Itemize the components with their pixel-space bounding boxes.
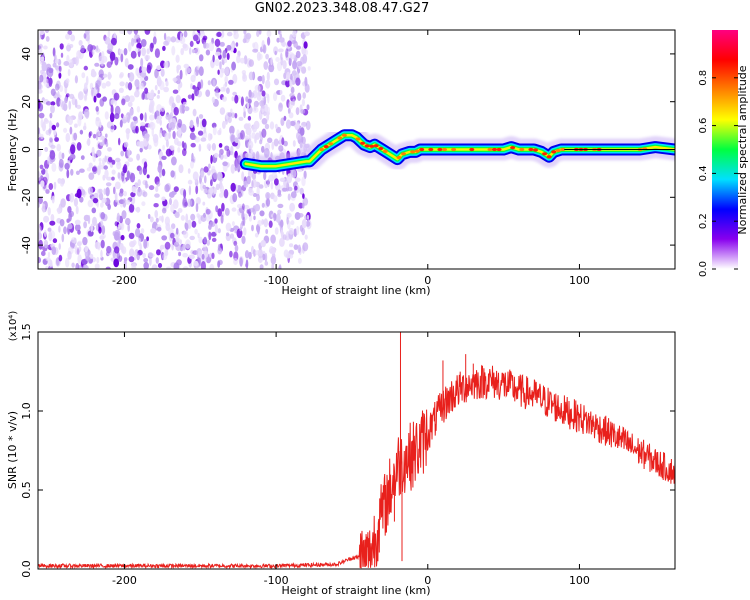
colorbar-label: Normalized spectral amplitude (736, 65, 749, 234)
snr-x-tick: -100 (264, 332, 289, 587)
snr-x-tick: -200 (112, 332, 137, 587)
figure-title: GN02.2023.348.08.47.G27 (254, 1, 430, 16)
snr-series-line (38, 364, 675, 569)
spectrogram-y-axis-label: Frequency (Hz) (6, 109, 19, 192)
svg-text:0.5: 0.5 (20, 481, 33, 499)
svg-text:0: 0 (424, 574, 431, 587)
colorbar-tick: 0.2 (698, 213, 738, 229)
svg-text:0: 0 (424, 274, 431, 287)
colorbar-tick: 0.8 (698, 70, 738, 86)
svg-text:-200: -200 (112, 574, 137, 587)
svg-text:-20: -20 (20, 188, 33, 206)
spectrogram-x-tick: 0 (424, 30, 431, 287)
svg-text:0.8: 0.8 (698, 70, 709, 86)
snr-x-axis-label: Height of straight line (km) (281, 584, 430, 597)
snr-x-tick: 100 (569, 332, 590, 587)
spectrogram-x-axis-label: Height of straight line (km) (281, 284, 430, 297)
snr-y-axis-label: SNR (10 * v/v) (6, 411, 19, 489)
svg-text:0.2: 0.2 (698, 213, 709, 229)
colorbar-gradient (712, 30, 738, 269)
svg-text:100: 100 (569, 574, 590, 587)
snr-frame (37, 331, 676, 570)
colorbar-tick: 0.0 (698, 261, 738, 277)
colorbar-tick: 0.6 (698, 118, 738, 134)
spectrogram-x-tick: -100 (264, 30, 289, 287)
snr-x-tick: 0 (424, 332, 431, 587)
colorbar: 0.0 0.2 0.4 0.6 0.8 Normalized spectral ampl… (698, 30, 749, 277)
spectrogram-ridge (234, 124, 675, 178)
svg-text:20: 20 (20, 95, 33, 109)
svg-text:-100: -100 (264, 574, 289, 587)
svg-text:1.5: 1.5 (20, 323, 33, 341)
colorbar-tick: 0.4 (698, 165, 738, 181)
svg-text:0: 0 (20, 146, 33, 153)
svg-text:0.0: 0.0 (20, 560, 33, 578)
spectrogram-x-tick: -200 (112, 30, 137, 287)
spectrogram-y-tick: 20 (20, 95, 675, 109)
spectrogram-x-tick: 100 (569, 30, 590, 287)
snr-y-tick: 0.5 (20, 481, 675, 499)
svg-text:0.4: 0.4 (698, 165, 709, 181)
snr-y-tick: 0.0 (20, 560, 675, 578)
snr-panel: -200 -100 0 100 0.0 0.5 1.0 1.5 Height of strai… (6, 311, 676, 597)
spectrogram-y-tick: 40 (20, 47, 675, 61)
spectrogram-y-tick: -20 (20, 188, 675, 206)
svg-text:-40: -40 (20, 236, 33, 254)
snr-y-tick: 1.5 (20, 323, 675, 341)
svg-text:1.0: 1.0 (20, 402, 33, 420)
snr-scale-label: (x10⁴) (8, 311, 19, 342)
svg-text:40: 40 (20, 47, 33, 61)
svg-text:0.0: 0.0 (698, 261, 709, 277)
spectrogram-y-tick: -40 (20, 236, 675, 254)
svg-text:0.6: 0.6 (698, 118, 709, 134)
svg-text:-100: -100 (264, 274, 289, 287)
spectrogram-y-tick: 0 (20, 146, 675, 153)
spectrogram-panel: -200 -100 0 100 40 20 0 -20 -40 Height of straig… (6, 29, 676, 297)
snr-y-tick: 1.0 (20, 402, 675, 420)
svg-text:100: 100 (569, 274, 590, 287)
svg-text:-200: -200 (112, 274, 137, 287)
